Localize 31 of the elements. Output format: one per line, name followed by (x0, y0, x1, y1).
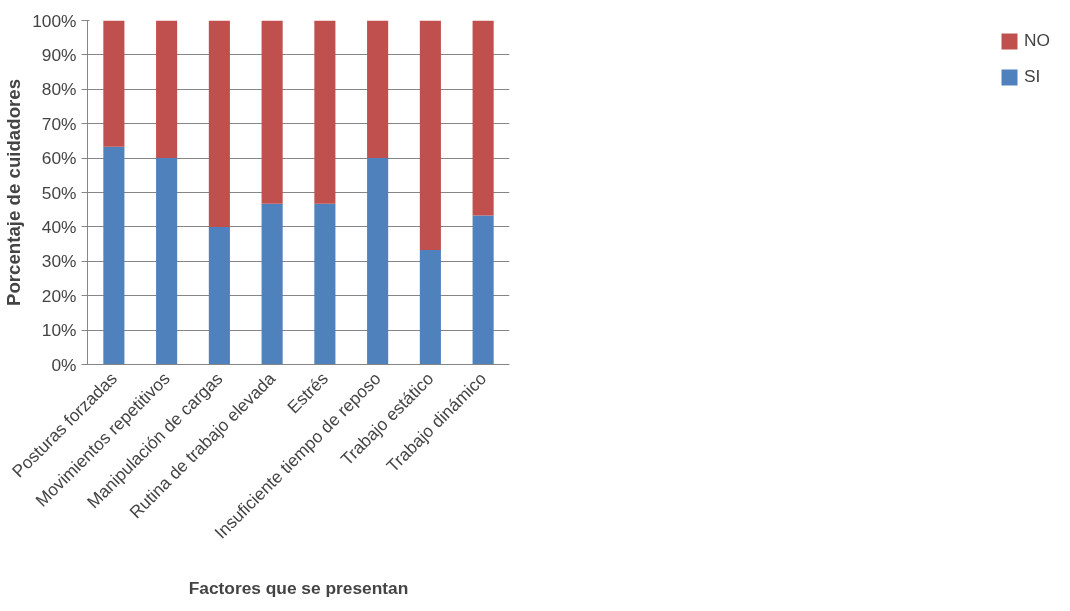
bar (314, 20, 336, 204)
y-tick-label: 50% (41, 182, 77, 203)
y-tick-label: 100% (32, 10, 77, 31)
y-tick-label: 40% (41, 216, 77, 237)
bar (103, 20, 125, 147)
bar (156, 158, 178, 365)
bar (472, 215, 494, 365)
bar (156, 20, 178, 159)
y-tick-label: 20% (41, 285, 77, 306)
y-tick-label: 10% (41, 320, 77, 341)
legend-label: NO (1024, 30, 1050, 51)
bar (367, 158, 389, 365)
bar (314, 203, 336, 365)
bar (208, 20, 230, 227)
y-tick-label: 60% (41, 148, 77, 169)
bar (419, 249, 441, 365)
legend-label: SI (1024, 66, 1042, 87)
y-tick-label: 90% (41, 44, 77, 65)
y-tick-label: 0% (51, 354, 77, 375)
y-axis-title: Porcentaje de cuidadores (3, 78, 25, 307)
bar (472, 20, 494, 216)
x-axis-title: Factores que se presentan (188, 577, 409, 598)
y-tick-label: 80% (41, 79, 77, 100)
bar (208, 226, 230, 365)
bar (419, 20, 441, 250)
bar (261, 20, 283, 204)
bar (103, 146, 125, 365)
y-tick-label: 30% (41, 251, 77, 272)
bar (261, 203, 283, 365)
y-tick-label: 70% (41, 113, 77, 134)
bar (367, 20, 389, 159)
